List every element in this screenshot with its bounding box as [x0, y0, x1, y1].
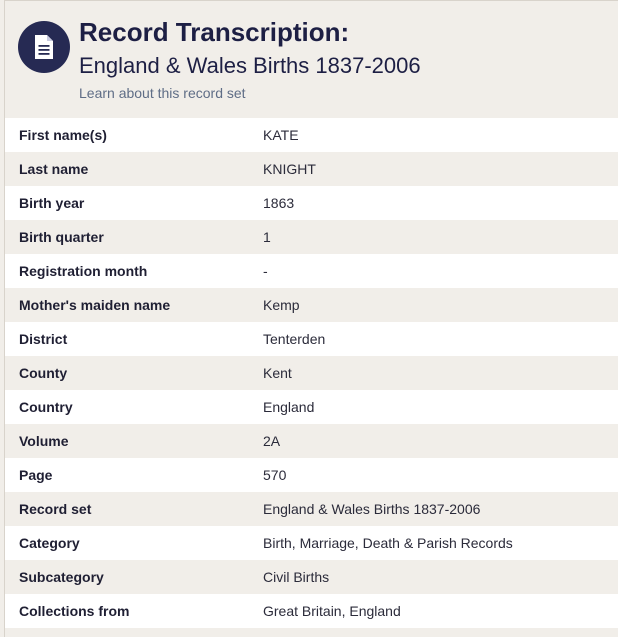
table-row: County Kent: [5, 356, 618, 390]
learn-about-record-set-link[interactable]: Learn about this record set: [79, 85, 246, 101]
table-row: First name(s) KATE: [5, 118, 618, 152]
field-label: County: [19, 365, 68, 381]
field-value: England: [263, 399, 315, 415]
field-label: Record set: [19, 501, 92, 517]
field-label: Category: [19, 535, 80, 551]
field-label: Birth quarter: [19, 229, 104, 245]
table-row: Volume 2A: [5, 424, 618, 458]
record-header: Record Transcription: England & Wales Bi…: [5, 1, 618, 117]
field-label: Registration month: [19, 263, 148, 279]
field-value: 1863: [263, 195, 295, 211]
document-icon: [18, 21, 70, 73]
field-value: Tenterden: [263, 331, 326, 347]
field-label: Page: [19, 467, 53, 483]
field-label: District: [19, 331, 68, 347]
table-row: District Tenterden: [5, 322, 618, 356]
table-row: Birth year 1863: [5, 186, 618, 220]
table-row: Category Birth, Marriage, Death & Parish…: [5, 526, 618, 560]
field-label: Volume: [19, 433, 69, 449]
table-row: Registration month -: [5, 254, 618, 288]
field-label: Last name: [19, 161, 89, 177]
table-row: Last name KNIGHT: [5, 152, 618, 186]
table-row: Subcategory Civil Births: [5, 560, 618, 594]
field-value: Great Britain, England: [263, 603, 401, 619]
table-row: Mother's maiden name Kemp: [5, 288, 618, 322]
transcription-table: First name(s) KATE Last name KNIGHT Birt…: [5, 118, 618, 628]
field-value: Kent: [263, 365, 292, 381]
field-value: Civil Births: [263, 569, 330, 585]
field-label: Mother's maiden name: [19, 297, 171, 313]
field-value: 1: [263, 229, 271, 245]
field-value: 2A: [263, 433, 281, 449]
field-label: Country: [19, 399, 73, 415]
field-label: Collections from: [19, 603, 130, 619]
table-row: Record set England & Wales Births 1837-2…: [5, 492, 618, 526]
record-panel: Record Transcription: England & Wales Bi…: [4, 0, 618, 637]
field-value: Birth, Marriage, Death & Parish Records: [263, 535, 513, 551]
table-row: Country England: [5, 390, 618, 424]
field-value: -: [263, 263, 268, 279]
field-value: KATE: [263, 127, 299, 143]
record-set-subtitle: England & Wales Births 1837-2006: [79, 53, 421, 78]
field-label: First name(s): [19, 127, 107, 143]
table-row: Birth quarter 1: [5, 220, 618, 254]
table-row: Page 570: [5, 458, 618, 492]
field-value: Kemp: [263, 297, 300, 313]
page-title: Record Transcription:: [79, 17, 350, 47]
field-value: England & Wales Births 1837-2006: [263, 501, 481, 517]
field-label: Subcategory: [19, 569, 104, 585]
field-label: Birth year: [19, 195, 85, 211]
field-value: 570: [263, 467, 287, 483]
table-row: Collections from Great Britain, England: [5, 594, 618, 628]
field-value: KNIGHT: [263, 161, 316, 177]
